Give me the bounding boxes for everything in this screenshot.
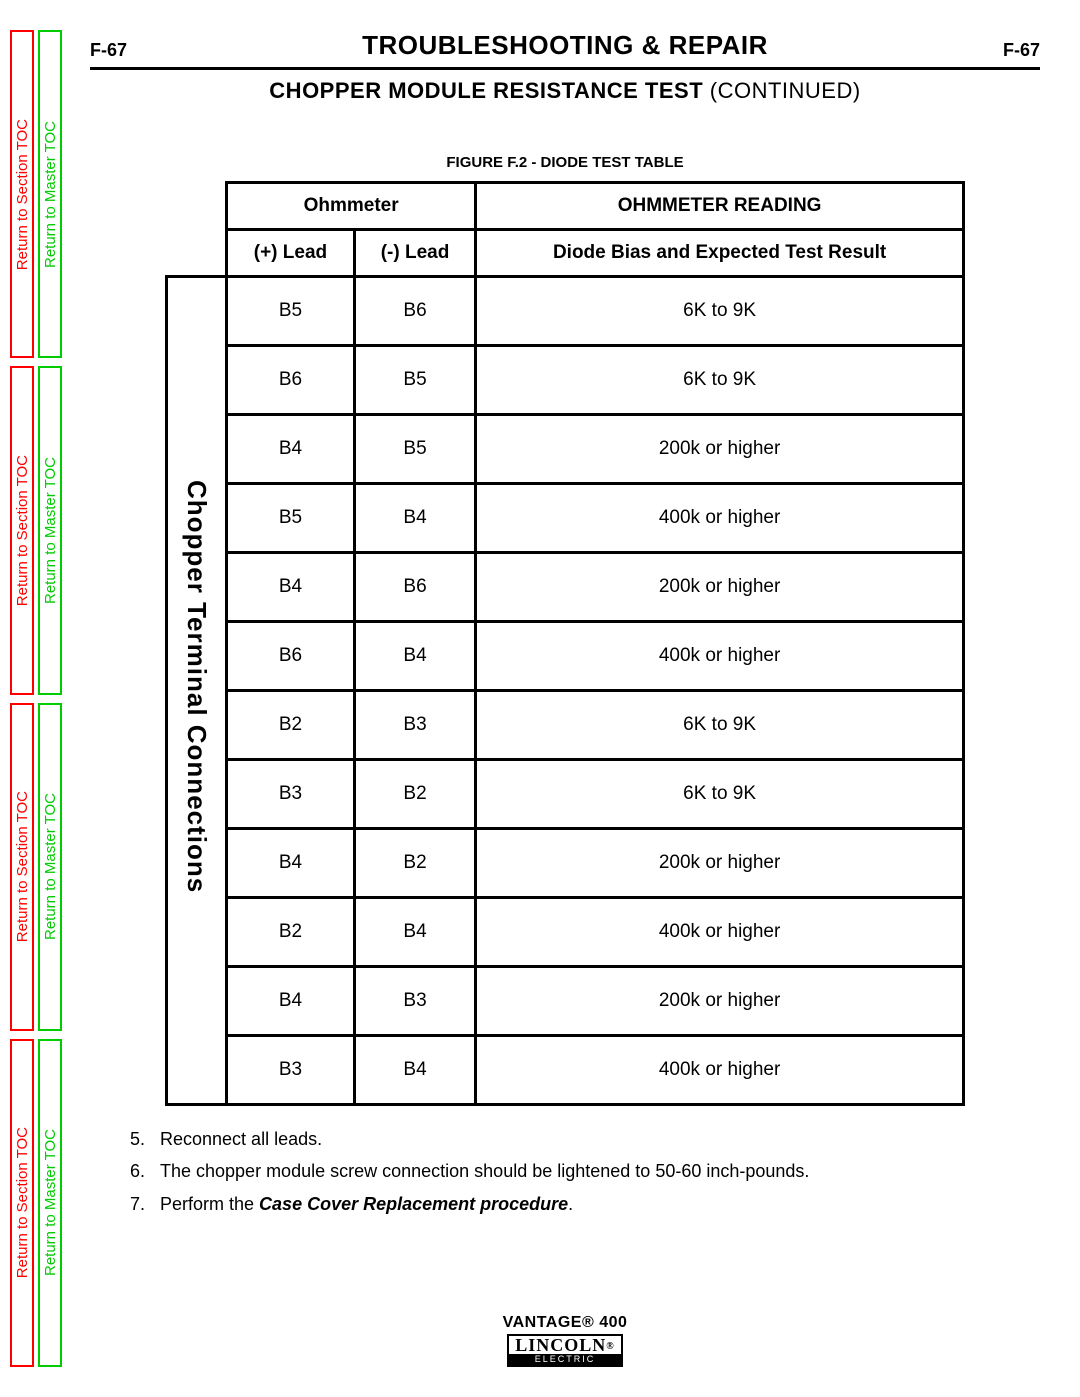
- table-row: Chopper Terminal ConnectionsB5B66K to 9K: [167, 276, 964, 345]
- page-code-right: F-67: [1003, 40, 1040, 61]
- table-row: B6B56K to 9K: [167, 345, 964, 414]
- table-row: B3B26K to 9K: [167, 759, 964, 828]
- table-row: B4B5200k or higher: [167, 414, 964, 483]
- side-nav-tabs: Return to Section TOC Return to Section T…: [10, 30, 66, 1367]
- procedure-steps: Reconnect all leads.The chopper module s…: [150, 1124, 1040, 1220]
- cell-plus-lead: B5: [227, 276, 355, 345]
- cell-minus-lead: B3: [354, 966, 475, 1035]
- cell-minus-lead: B5: [354, 345, 475, 414]
- cell-plus-lead: B3: [227, 1035, 355, 1104]
- logo-reg: ®: [606, 1341, 614, 1352]
- subtitle-continued: (CONTINUED): [703, 78, 861, 103]
- page-header: F-67 TROUBLESHOOTING & REPAIR F-67: [90, 30, 1040, 70]
- return-master-toc-tab[interactable]: Return to Master TOC: [38, 366, 62, 694]
- page-footer: VANTAGE® 400 LINCOLN® ELECTRIC: [90, 1314, 1040, 1367]
- logo-text-bottom: ELECTRIC: [509, 1354, 621, 1365]
- cell-result: 6K to 9K: [476, 690, 964, 759]
- cell-result: 200k or higher: [476, 414, 964, 483]
- page-content: F-67 TROUBLESHOOTING & REPAIR F-67 CHOPP…: [90, 30, 1040, 1367]
- cell-minus-lead: B4: [354, 897, 475, 966]
- row-header-chopper: Chopper Terminal Connections: [167, 276, 227, 1104]
- table-row: B4B2200k or higher: [167, 828, 964, 897]
- subtitle-main: CHOPPER MODULE RESISTANCE TEST: [269, 78, 703, 103]
- cell-plus-lead: B4: [227, 828, 355, 897]
- cell-result: 400k or higher: [476, 1035, 964, 1104]
- cell-result: 6K to 9K: [476, 759, 964, 828]
- cell-minus-lead: B4: [354, 1035, 475, 1104]
- cell-result: 400k or higher: [476, 483, 964, 552]
- cell-plus-lead: B3: [227, 759, 355, 828]
- cell-result: 200k or higher: [476, 966, 964, 1035]
- page-code-left: F-67: [90, 40, 127, 61]
- cell-plus-lead: B6: [227, 621, 355, 690]
- cell-plus-lead: B4: [227, 552, 355, 621]
- cell-result: 400k or higher: [476, 897, 964, 966]
- cell-plus-lead: B6: [227, 345, 355, 414]
- table-row: B4B6200k or higher: [167, 552, 964, 621]
- table-row: B5B4400k or higher: [167, 483, 964, 552]
- cell-result: 400k or higher: [476, 621, 964, 690]
- cell-plus-lead: B5: [227, 483, 355, 552]
- cell-minus-lead: B6: [354, 276, 475, 345]
- cell-result: 200k or higher: [476, 828, 964, 897]
- product-name: VANTAGE® 400: [90, 1314, 1040, 1332]
- return-section-toc-tab[interactable]: Return to Section TOC: [10, 1039, 34, 1367]
- diode-test-table: Ohmmeter OHMMETER READING (+) Lead (-) L…: [165, 181, 965, 1106]
- cell-plus-lead: B4: [227, 414, 355, 483]
- cell-plus-lead: B2: [227, 690, 355, 759]
- header-result: Diode Bias and Expected Test Result: [476, 229, 964, 276]
- cell-minus-lead: B3: [354, 690, 475, 759]
- return-master-toc-tab[interactable]: Return to Master TOC: [38, 30, 62, 358]
- cell-plus-lead: B4: [227, 966, 355, 1035]
- cell-result: 200k or higher: [476, 552, 964, 621]
- cell-minus-lead: B6: [354, 552, 475, 621]
- figure-caption: FIGURE F.2 - DIODE TEST TABLE: [90, 154, 1040, 171]
- table-row: B6B4400k or higher: [167, 621, 964, 690]
- return-section-toc-tab[interactable]: Return to Section TOC: [10, 366, 34, 694]
- page-title: TROUBLESHOOTING & REPAIR: [362, 30, 768, 61]
- return-section-toc-tab[interactable]: Return to Section TOC: [10, 30, 34, 358]
- cell-minus-lead: B2: [354, 828, 475, 897]
- cell-plus-lead: B2: [227, 897, 355, 966]
- cell-minus-lead: B4: [354, 621, 475, 690]
- cell-result: 6K to 9K: [476, 276, 964, 345]
- cell-result: 6K to 9K: [476, 345, 964, 414]
- cell-minus-lead: B2: [354, 759, 475, 828]
- header-reading: OHMMETER READING: [476, 183, 964, 230]
- table-corner: [167, 183, 227, 277]
- table-row: B3B4400k or higher: [167, 1035, 964, 1104]
- return-section-toc-tab[interactable]: Return to Section TOC: [10, 703, 34, 1031]
- return-master-toc-tab[interactable]: Return to Master TOC: [38, 1039, 62, 1367]
- cell-minus-lead: B4: [354, 483, 475, 552]
- header-plus-lead: (+) Lead: [227, 229, 355, 276]
- table-row: B4B3200k or higher: [167, 966, 964, 1035]
- header-ohmmeter: Ohmmeter: [227, 183, 476, 230]
- list-item: Reconnect all leads.: [150, 1124, 1040, 1155]
- cell-minus-lead: B5: [354, 414, 475, 483]
- list-item: Perform the Case Cover Replacement proce…: [150, 1189, 1040, 1220]
- lincoln-logo: LINCOLN® ELECTRIC: [507, 1334, 623, 1367]
- page-subtitle: CHOPPER MODULE RESISTANCE TEST (CONTINUE…: [90, 78, 1040, 104]
- table-row: B2B36K to 9K: [167, 690, 964, 759]
- list-item: The chopper module screw connection shou…: [150, 1156, 1040, 1187]
- table-row: B2B4400k or higher: [167, 897, 964, 966]
- logo-text-top: LINCOLN: [515, 1335, 606, 1355]
- return-master-toc-tab[interactable]: Return to Master TOC: [38, 703, 62, 1031]
- header-minus-lead: (-) Lead: [354, 229, 475, 276]
